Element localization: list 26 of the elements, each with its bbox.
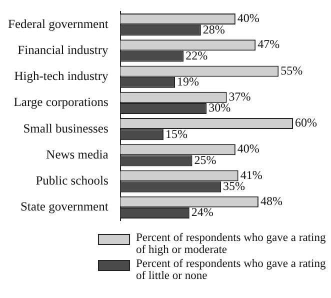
data-label: 28%	[202, 22, 225, 36]
legend-label: Percent of respondents who gave a rating of high or moderate	[136, 232, 327, 256]
data-label: 15%	[165, 126, 188, 141]
data-label: 41%	[240, 168, 262, 182]
data-label: 37%	[228, 89, 251, 104]
data-label: 40%	[237, 142, 260, 156]
data-label: 40%	[237, 11, 260, 26]
data-label: 47%	[258, 37, 280, 52]
data-label: 60%	[295, 116, 317, 130]
y-tick-label: Financial industry	[18, 42, 110, 57]
data-label: 19%	[176, 74, 199, 89]
legend-label: Percent of respondents who gave a rating of little or none	[136, 258, 327, 282]
data-label: 24%	[191, 205, 214, 220]
y-tick-label: State government	[20, 200, 109, 214]
data-label: 25%	[194, 152, 216, 167]
y-tick-label: Large corporations	[14, 95, 108, 110]
data-label: 30%	[208, 100, 231, 115]
y-tick-label: Public schools	[36, 174, 108, 188]
y-tick-label: High-tech industry	[14, 69, 110, 84]
data-label: 48%	[260, 194, 282, 208]
y-tick-label: Small businesses	[23, 121, 108, 136]
data-label: 22%	[186, 48, 208, 62]
data-label: 35%	[223, 179, 246, 194]
y-tick-label: News media	[46, 147, 109, 162]
y-tick-label: Federal government	[8, 16, 109, 31]
data-label: 55%	[280, 63, 303, 78]
